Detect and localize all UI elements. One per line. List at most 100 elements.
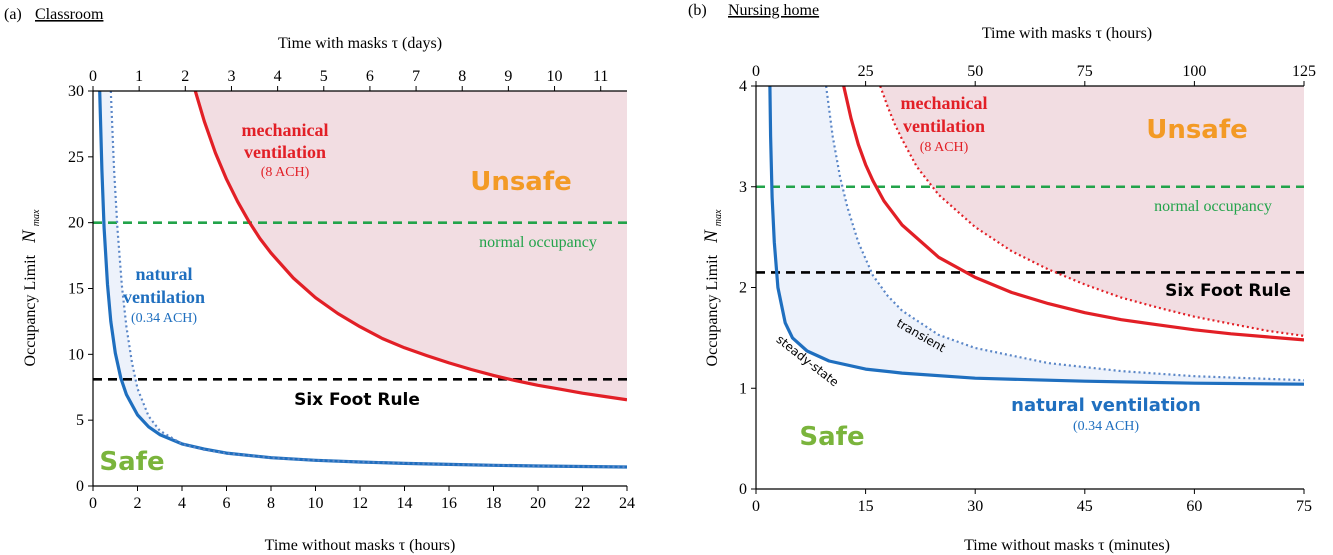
x2-tick-label: 50 — [967, 63, 983, 80]
x-tick-label: 0 — [89, 495, 97, 512]
panel-b-ylabel-symbol: N — [701, 229, 722, 244]
annotation-safe: Safe — [99, 447, 164, 477]
x-tick-label: 14 — [397, 495, 413, 512]
x-tick-label: 4 — [178, 495, 186, 512]
panel-a-ylabel-subscript: max — [31, 209, 42, 226]
x2-tick-label: 11 — [593, 68, 608, 85]
annotation-mechanical-ach: (8 ACH) — [920, 140, 969, 155]
panel-a-y-axis-label: Occupancy Limit N max — [19, 209, 42, 366]
panel-b-ylabel-text: Occupancy Limit — [704, 254, 721, 366]
panel-b-bottom-axis-label: Time without masks τ (minutes) — [964, 537, 1170, 554]
y-tick-label: 0 — [76, 478, 84, 495]
panel-b-title: Nursing home — [728, 2, 819, 19]
x-tick-label: 12 — [352, 495, 368, 512]
y-tick-label: 3 — [739, 179, 747, 196]
annotation-six-foot-rule: Six Foot Rule — [1165, 281, 1291, 301]
x2-tick-label: 5 — [320, 68, 328, 85]
x-tick-label: 2 — [134, 495, 142, 512]
x-tick-label: 30 — [967, 498, 983, 515]
panel-b-label: (b) — [688, 2, 707, 19]
annotation-unsafe: Unsafe — [470, 167, 572, 197]
x2-tick-label: 9 — [504, 68, 512, 85]
x2-tick-label: 6 — [366, 68, 374, 85]
x2-tick-label: 2 — [181, 68, 189, 85]
x-tick-label: 16 — [441, 495, 457, 512]
annotation-safe: Safe — [799, 422, 864, 452]
y-tick-label: 10 — [68, 346, 84, 363]
y-tick-label: 1 — [739, 380, 747, 397]
y-tick-label: 4 — [739, 78, 747, 95]
annotation-natural-line2: ventilation — [123, 287, 205, 307]
panel-a-ylabel-text: Occupancy Limit — [22, 254, 39, 366]
panel-a-ylabel-symbol: N — [19, 229, 40, 244]
series-line-0-natural-ventilation — [768, 86, 1304, 386]
x-tick-label: 45 — [1077, 498, 1093, 515]
svg-text:Occupancy Limit N: Occupancy Limit N max — [701, 209, 724, 366]
y-tick-label: 25 — [68, 149, 84, 166]
annotation-mechanical-line1: mechanical — [901, 93, 988, 113]
unsafe-region-fill — [195, 91, 627, 400]
panel-a-plot: 0 2 4 6 8 10 12 14 16 18 20 22 240 1 2 3 4 5 6 7 8 9 10 1105101… — [68, 68, 635, 512]
annotation-mechanical-line1: mechanical — [242, 120, 329, 140]
x-tick-label: 10 — [308, 495, 324, 512]
x2-tick-label: 25 — [858, 63, 874, 80]
panel-b-nursing-home: (b) Nursing home Time with masks τ (hour… — [688, 2, 1316, 554]
panel-a-top-axis-label: Time with masks τ (days) — [278, 35, 442, 52]
x2-tick-label: 75 — [1077, 63, 1093, 80]
annotation-natural-ach: (0.34 ACH) — [131, 311, 197, 326]
x2-tick-label: 10 — [547, 68, 563, 85]
x2-tick-label: 100 — [1182, 63, 1206, 80]
series-line-2-mechanical-ventilation — [842, 86, 1304, 342]
x2-tick-label: 3 — [227, 68, 235, 85]
x2-tick-label: 4 — [274, 68, 282, 85]
x-tick-label: 24 — [619, 495, 635, 512]
series-line-2-mechanical-ventilation — [193, 91, 627, 402]
panel-a-bottom-axis-label: Time without masks τ (hours) — [265, 537, 456, 554]
plot-area — [756, 86, 1304, 386]
x-tick-label: 6 — [223, 495, 231, 512]
annotation-normal-occupancy: normal occupancy — [1154, 198, 1272, 215]
y-tick-label: 2 — [739, 280, 747, 297]
x-tick-label: 60 — [1186, 498, 1202, 515]
x2-tick-label: 0 — [89, 68, 97, 85]
panel-b-ylabel-subscript: max — [713, 209, 724, 226]
y-tick-label: 5 — [76, 412, 84, 429]
x2-tick-label: 1 — [135, 68, 143, 85]
x2-tick-label: 7 — [412, 68, 420, 85]
x-tick-label: 20 — [530, 495, 546, 512]
y-tick-label: 30 — [68, 83, 84, 100]
annotation-mechanical-line2: ventilation — [244, 142, 326, 162]
annotation-natural-ach: (0.34 ACH) — [1073, 419, 1139, 434]
annotation-natural-ventilation: natural ventilation — [1011, 395, 1201, 416]
safe-band-fill — [769, 86, 1304, 385]
x-tick-label: 8 — [267, 495, 275, 512]
plot-area — [93, 91, 627, 469]
panel-a-title: Classroom — [35, 6, 104, 23]
series-line-3 — [879, 86, 1304, 337]
panel-b-top-axis-label: Time with masks τ (hours) — [982, 25, 1152, 42]
svg-text:Occupancy Limit N: Occupancy Limit N max — [19, 209, 42, 366]
annotation-six-foot-rule: Six Foot Rule — [294, 390, 420, 410]
x2-tick-label: 125 — [1292, 63, 1316, 80]
x-tick-label: 0 — [752, 498, 760, 515]
x-tick-label: 15 — [858, 498, 874, 515]
x2-tick-label: 8 — [458, 68, 466, 85]
panel-b-plot: 0 15 30 45 60 75 0 25 50 75 100 125 0 1 2 3 4 mechanical v… — [739, 63, 1316, 515]
y-tick-label: 20 — [68, 215, 84, 232]
x-tick-label: 22 — [575, 495, 591, 512]
series-line-1-transient — [825, 86, 1304, 382]
y-tick-label: 0 — [739, 481, 747, 498]
panel-a-label: (a) — [4, 6, 22, 23]
annotation-mechanical-line2: ventilation — [903, 116, 985, 136]
panel-b-y-axis-label: Occupancy Limit N max — [701, 209, 724, 366]
annotation-normal-occupancy: normal occupancy — [479, 234, 597, 251]
x-tick-label: 18 — [486, 495, 502, 512]
y-tick-label: 15 — [68, 281, 84, 298]
series-line-1 — [109, 91, 627, 469]
annotation-mechanical-ach: (8 ACH) — [261, 165, 310, 180]
panel-a-classroom: (a) Classroom Time with masks τ (days) T… — [4, 6, 635, 554]
x-tick-label: 75 — [1296, 498, 1312, 515]
x2-tick-label: 0 — [752, 63, 760, 80]
annotation-unsafe: Unsafe — [1146, 115, 1248, 145]
